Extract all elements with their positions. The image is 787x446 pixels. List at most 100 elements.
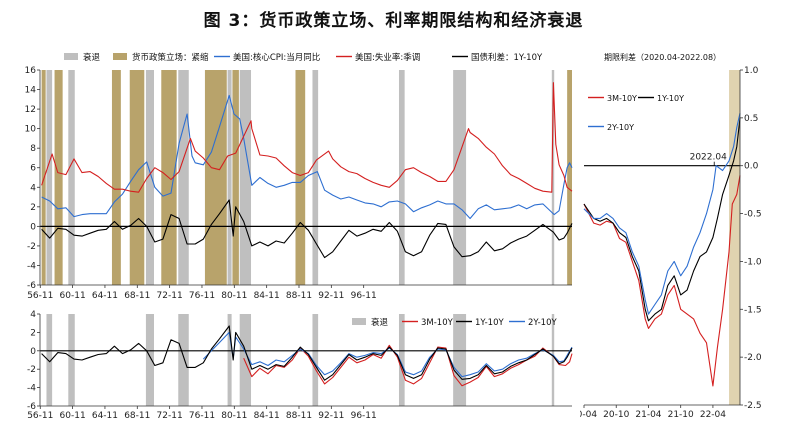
top-legend-2: 美国:核心CPI:当月同比 xyxy=(233,52,320,63)
top-y-tick-label: 4 xyxy=(30,183,36,193)
right-y-tick-label: 1.0 xyxy=(744,66,759,76)
tightening-band xyxy=(54,70,63,285)
right-chart: 期限利差（2020.04-2022.08） 2022.04 -2.5 -2.0 -1.5… xyxy=(580,52,762,420)
tightening-band xyxy=(204,70,227,285)
right-legend-2: 2Y-10Y xyxy=(607,123,634,132)
bottom-y-tick-label: 4 xyxy=(30,310,36,320)
top-x-tick-label: 60-11 xyxy=(60,291,86,301)
tightening-band xyxy=(232,70,239,285)
right-legend-1: 1Y-10Y xyxy=(657,94,684,103)
tightening-band xyxy=(129,70,145,285)
top-x-tick-label: 92-11 xyxy=(318,291,344,301)
right-y-tick-label: -1.0 xyxy=(744,257,762,267)
series-line-black xyxy=(583,117,741,322)
tightening-band xyxy=(111,70,121,285)
right-y-tick-label: 0.5 xyxy=(744,114,758,124)
bottom-x-tick-label: 92-11 xyxy=(318,411,344,421)
top-x-tick-label: 84-11 xyxy=(254,291,280,301)
recession-band xyxy=(312,70,319,285)
annotation-label: 2022.04 xyxy=(690,153,727,163)
bottom-x-tick-label: 68-11 xyxy=(124,411,150,421)
top-y-tick-label: 14 xyxy=(25,86,37,96)
tightening-band xyxy=(729,70,740,405)
top-x-tick-label: 80-11 xyxy=(221,291,247,301)
recession-band xyxy=(178,314,189,406)
recession-band xyxy=(398,70,405,285)
top-legend-1: 货币政策立场：紧缩 xyxy=(132,52,209,63)
right-x-tick-label: 21-10 xyxy=(668,410,694,420)
tightening-band xyxy=(567,70,572,285)
right-y-tick-label: -2.5 xyxy=(744,401,762,411)
top-x-tick-label: 64-11 xyxy=(92,291,118,301)
bottom-x-tick-label: 84-11 xyxy=(254,411,280,421)
series-line-red xyxy=(41,82,573,193)
page-title: 图 3：货币政策立场、利率期限结构和经济衰退 xyxy=(203,11,584,31)
recession-band xyxy=(551,70,555,285)
bottom-x-tick-label: 88-11 xyxy=(286,411,312,421)
recession-band xyxy=(145,314,154,406)
recession-band xyxy=(239,70,252,285)
top-legend-0: 衰退 xyxy=(83,52,101,63)
bottom-chart: -6 -4 -2 0 2 4 56-11 60-11 64-11 68-11 72-11 76-11 8… xyxy=(27,310,573,421)
top-chart: -6 -4 -2 0 2 4 6 8 10 12 14 16 56-11 60-11 64-11 68-11 7… xyxy=(25,52,573,301)
bottom-legend-2: 1Y-10Y xyxy=(475,318,504,328)
series-line-blue xyxy=(202,331,573,378)
right-y-tick-label: -2.0 xyxy=(744,353,762,363)
recession-band xyxy=(68,70,75,285)
bottom-x-tick-label: 72-11 xyxy=(157,411,183,421)
right-y-tick-label: -1.5 xyxy=(744,305,762,315)
top-x-tick-label: 56-11 xyxy=(27,291,53,301)
right-x-tick-label: 22-04 xyxy=(700,410,726,420)
recession-band xyxy=(145,70,154,285)
recession-band xyxy=(178,70,189,285)
top-y-tick-label: 2 xyxy=(30,203,36,213)
top-x-tick-label: 88-11 xyxy=(286,291,312,301)
bottom-legend-3: 2Y-10Y xyxy=(528,318,557,328)
top-x-tick-label: 76-11 xyxy=(189,291,215,301)
recession-band xyxy=(239,314,252,406)
top-y-tick-label: -4 xyxy=(27,261,36,271)
top-x-tick-label: 72-11 xyxy=(157,291,183,301)
series-line-red xyxy=(583,175,741,387)
recession-band xyxy=(227,70,232,285)
top-y-tick-label: 6 xyxy=(30,164,36,174)
top-legend-4: 国债利差：1Y-10Y xyxy=(471,52,543,63)
bottom-y-tick-label: -2 xyxy=(27,365,36,375)
bottom-x-tick-label: 96-11 xyxy=(351,411,377,421)
series-line-black xyxy=(41,199,573,259)
top-y-tick-label: 16 xyxy=(25,66,37,76)
tightening-band xyxy=(295,70,306,285)
right-chart-title: 期限利差（2020.04-2022.08） xyxy=(604,52,721,62)
series-line-blue xyxy=(41,94,573,220)
bottom-y-tick-label: 0 xyxy=(30,347,36,357)
recession-band xyxy=(312,314,319,406)
bottom-x-tick-label: 60-11 xyxy=(60,411,86,421)
right-y-tick-label: 0.0 xyxy=(744,162,759,172)
bottom-y-tick-label: -4 xyxy=(27,384,36,394)
recession-band xyxy=(453,70,467,285)
bottom-y-tick-label: 2 xyxy=(30,328,36,338)
recession-band xyxy=(46,70,53,285)
top-x-tick-label: 68-11 xyxy=(124,291,150,301)
recession-band xyxy=(453,314,467,406)
top-legend-3: 美国:失业率:季调 xyxy=(355,52,420,63)
recession-band xyxy=(398,314,405,406)
top-y-tick-label: 8 xyxy=(30,144,36,154)
top-y-tick-label: -6 xyxy=(27,281,36,291)
bottom-x-tick-label: 76-11 xyxy=(189,411,215,421)
top-y-tick-label: -2 xyxy=(27,242,36,252)
right-y-tick-label: -0.5 xyxy=(744,210,762,220)
recession-band xyxy=(551,314,555,406)
bottom-legend-0-swatch xyxy=(352,318,366,325)
bottom-y-tick-label: -6 xyxy=(27,402,36,412)
top-y-tick-label: 10 xyxy=(25,125,37,135)
bottom-x-tick-label: 80-11 xyxy=(221,411,247,421)
right-legend-0: 3M-10Y xyxy=(607,94,637,103)
right-x-tick-label: 20-10 xyxy=(603,410,629,420)
top-y-tick-label: 12 xyxy=(25,105,36,115)
right-x-tick-label: 20-04 xyxy=(580,410,597,420)
right-x-tick-label: 21-04 xyxy=(635,410,661,420)
bottom-legend-0: 衰退 xyxy=(371,317,389,328)
top-legend-0-swatch xyxy=(64,53,78,60)
top-legend-1-swatch xyxy=(113,53,127,60)
